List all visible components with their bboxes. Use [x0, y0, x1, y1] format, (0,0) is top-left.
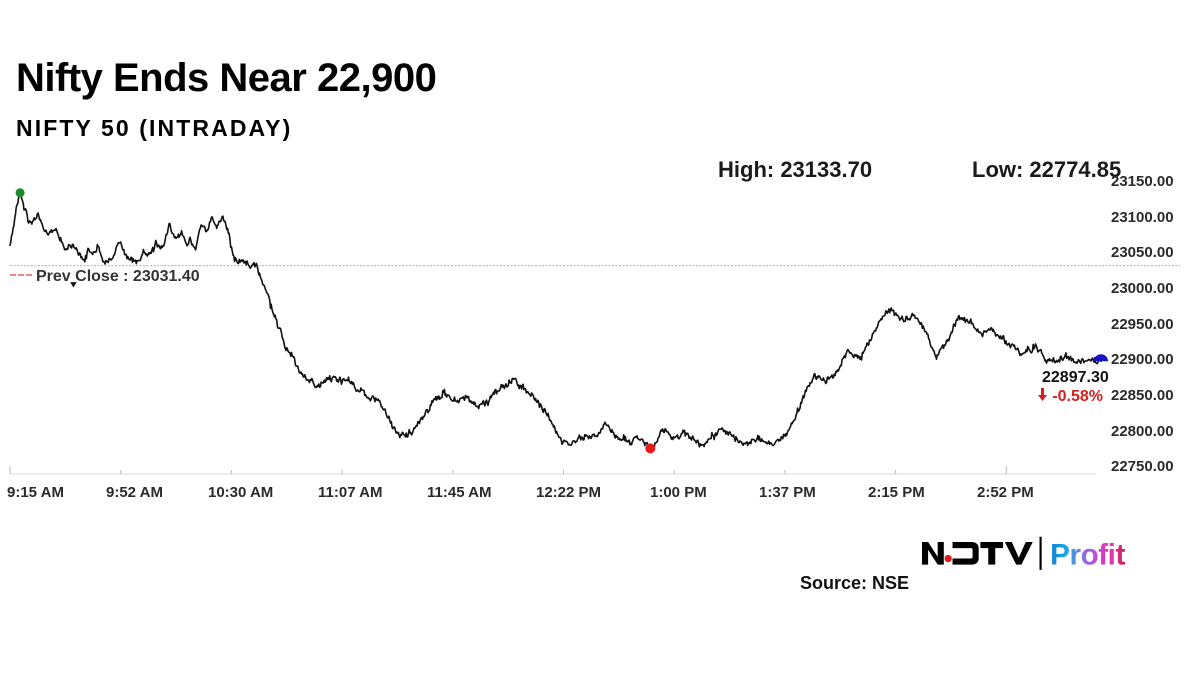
svg-text:Profit: Profit [1050, 539, 1125, 572]
